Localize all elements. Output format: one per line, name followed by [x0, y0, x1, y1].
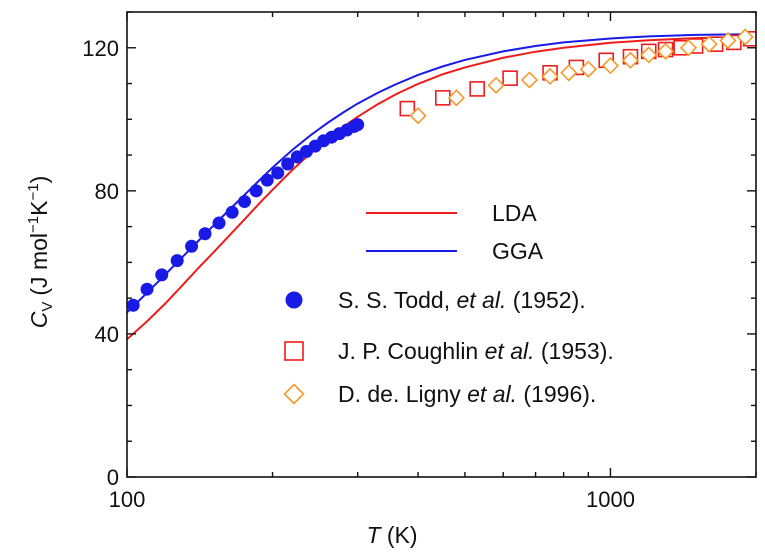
y-axis-title: CV(J mol−1K−1): [25, 176, 56, 329]
legend-item: S. S. Todd, et al. (1952).: [285, 287, 586, 313]
legend-label-text: S. S. Todd,: [338, 287, 456, 313]
legend-label-text: D. de. Ligny: [338, 381, 467, 407]
data-point: [170, 254, 184, 268]
legend-label-italic: et al.: [485, 338, 535, 364]
data-point: [621, 51, 640, 69]
data-point: [679, 39, 698, 57]
x-axis-title: T (K): [366, 522, 417, 548]
data-point: [560, 64, 578, 82]
x-tick-label: 100: [109, 487, 146, 512]
data-point: [260, 173, 274, 187]
data-point: [281, 157, 295, 171]
data-point: [579, 60, 597, 78]
legend-item: D. de. Ligny et al. (1996).: [283, 381, 596, 407]
data-point: [140, 282, 154, 296]
data-point: [719, 31, 737, 50]
legend-label: LDA: [492, 200, 537, 226]
y-axis-superscript: −1: [25, 183, 42, 200]
data-point: [435, 90, 451, 106]
data-point: [640, 46, 658, 64]
data-point: [469, 81, 485, 97]
x-axis-unit: (K): [387, 522, 418, 548]
data-point: [185, 239, 199, 253]
legend-swatch-marker: [283, 383, 305, 405]
y-axis-superscript: −1: [25, 216, 42, 233]
data-point: [351, 118, 365, 132]
legend-label-year: (1996).: [517, 381, 596, 407]
data-point: [700, 35, 718, 53]
series-2-points: [127, 118, 365, 312]
y-axis-unit: ): [26, 176, 52, 184]
legend-item: J. P. Coughlin et al. (1953).: [284, 338, 614, 364]
legend-label-italic: et al.: [456, 287, 506, 313]
data-point: [487, 76, 505, 94]
legend-label: S. S. Todd, et al. (1952).: [338, 287, 586, 313]
data-point: [225, 205, 239, 219]
data-point: [656, 42, 675, 60]
legend-item: LDA: [366, 200, 537, 226]
legend-label-text: J. P. Coughlin: [338, 338, 485, 364]
legend-item: GGA: [366, 238, 544, 264]
data-point: [198, 227, 212, 241]
data-point: [399, 100, 416, 117]
data-point: [237, 195, 251, 209]
legend: LDA GGA S. S. Todd, et al. (1952). J. P. Co…: [283, 200, 614, 407]
series-4-points: [409, 28, 754, 125]
data-point: [502, 70, 518, 86]
y-tick-label: 80: [95, 179, 119, 204]
legend-label-italic: et al.: [467, 381, 517, 407]
y-axis-symbol: C: [26, 311, 52, 328]
data-point: [249, 184, 263, 198]
x-axis-symbol: T: [366, 522, 382, 548]
data-point: [271, 166, 285, 180]
data-point: [541, 67, 559, 86]
data-point: [155, 268, 169, 282]
y-tick-label: 120: [82, 36, 119, 61]
y-tick-label: 40: [95, 322, 119, 347]
legend-label-year: (1952).: [506, 287, 585, 313]
series-line-gga: [127, 33, 756, 314]
plot-area: [127, 28, 756, 341]
data-point: [601, 57, 620, 75]
plot-frame: [126, 11, 757, 478]
data-point: [447, 89, 465, 107]
data-point: [127, 298, 140, 312]
legend-swatch-marker: [285, 291, 303, 309]
x-tick-label: 1000: [586, 487, 635, 512]
y-axis-unit: (J mol: [26, 233, 52, 296]
data-point: [409, 107, 427, 125]
y-axis-unit: K: [26, 200, 52, 216]
data-point: [520, 71, 539, 89]
y-axis-title-group: CV(J mol−1K−1): [25, 176, 56, 329]
y-axis-subscript: V: [39, 302, 56, 312]
legend-label: J. P. Coughlin et al. (1953).: [338, 338, 614, 364]
data-point: [212, 216, 226, 230]
data-point: [736, 28, 754, 46]
legend-label: D. de. Ligny et al. (1996).: [338, 381, 596, 407]
legend-swatch-marker: [284, 341, 304, 361]
legend-label: GGA: [492, 238, 544, 264]
legend-label-year: (1953).: [535, 338, 614, 364]
y-tick-label: 0: [107, 465, 119, 490]
